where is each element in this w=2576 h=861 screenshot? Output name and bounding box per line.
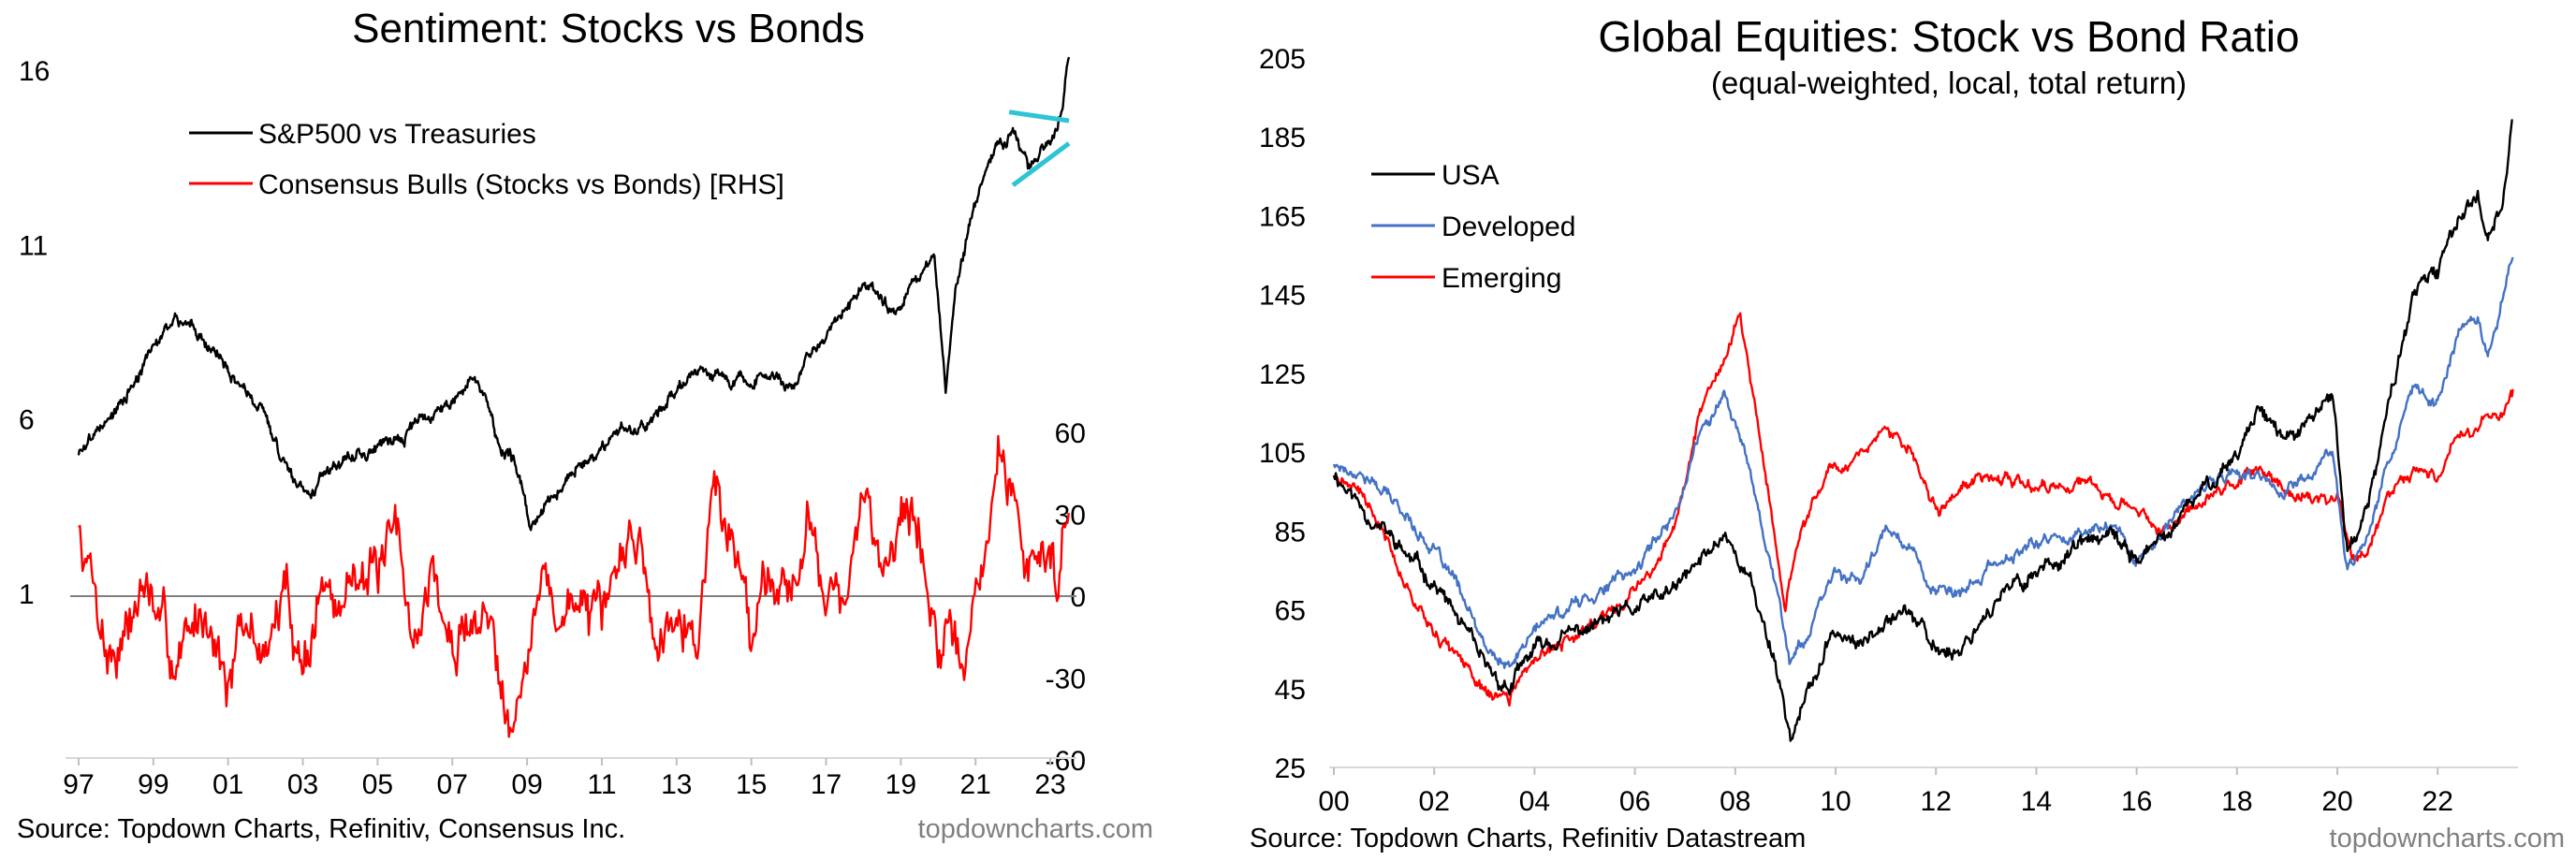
x-axis-tick-label: 22 [2422, 786, 2453, 817]
lower-trendline [1011, 141, 1071, 187]
chart-global-equities: Global Equities: Stock vs Bond Ratio (eq… [1250, 12, 2565, 854]
site-text: topdowncharts.com [918, 814, 1153, 844]
x-axis-tick-label: 03 [287, 769, 318, 800]
x-axis-tick-label: 04 [1519, 786, 1550, 817]
x-axis-tick-label: 10 [1820, 786, 1851, 817]
y-axis-tick-label: 145 [1259, 281, 1306, 312]
y-axis-tick-label: 105 [1259, 438, 1306, 469]
chart-title: Sentiment: Stocks vs Bonds [352, 6, 865, 51]
y-axis-ticks: 25 45 65 85 105 125 145 165 185 205 [1259, 44, 1306, 784]
left-axis-tick-label: 11 [19, 230, 48, 261]
x-axis-tick-label: 00 [1318, 786, 1349, 817]
legend-label-sp500: S&P500 vs Treasuries [258, 119, 536, 150]
x-axis-tick-label: 20 [2321, 786, 2352, 817]
x-axis-tick-label: 05 [362, 769, 393, 800]
site-text: topdowncharts.com [2330, 824, 2565, 854]
x-axis-ticks: 00 02 04 06 08 10 12 14 16 18 20 22 [1318, 767, 2453, 817]
x-axis-tick-label: 11 [587, 769, 616, 800]
x-axis-tick-label: 23 [1034, 769, 1065, 800]
series-line-developed [1332, 256, 2514, 669]
x-axis-tick-label: 19 [886, 769, 916, 800]
legend-label-developed: Developed [1442, 212, 1575, 242]
left-axis-tick-label: 16 [19, 56, 50, 87]
x-axis-tick-label: 15 [736, 769, 767, 800]
upper-trendline [1008, 109, 1070, 124]
y-axis-tick-label: 165 [1259, 201, 1306, 232]
x-axis-tick-label: 16 [2121, 786, 2152, 817]
y-axis-tick-label: 205 [1259, 44, 1306, 75]
left-axis-tick-label: 6 [19, 405, 35, 436]
left-axis-tick-label: 1 [19, 579, 35, 610]
x-axis-tick-label: 08 [1720, 786, 1750, 817]
series-group [77, 56, 1071, 738]
x-axis-ticks: 97 99 01 03 05 07 09 11 13 15 17 19 21 23 [63, 758, 1066, 800]
series-line-sp500-vs-treasuries [77, 56, 1071, 532]
x-axis-tick-label: 02 [1419, 786, 1450, 817]
x-axis-tick-label: 14 [2021, 786, 2052, 817]
right-axis-ticks: -60 -30 0 30 60 [1046, 418, 1086, 777]
y-axis-tick-label: 125 [1259, 359, 1306, 390]
y-axis-tick-label: 185 [1259, 123, 1306, 153]
x-axis-tick-label: 21 [960, 769, 991, 800]
x-axis-tick-label: 06 [1619, 786, 1650, 817]
legend: S&P500 vs Treasuries Consensus Bulls (St… [189, 119, 784, 200]
y-axis-tick-label: 85 [1275, 517, 1306, 547]
y-axis-tick-label: 25 [1275, 753, 1306, 784]
right-axis-tick-label: -60 [1046, 746, 1086, 777]
legend-label-bulls: Consensus Bulls (Stocks vs Bonds) [RHS] [258, 169, 784, 200]
legend-label-usa: USA [1442, 160, 1500, 191]
x-axis-tick-label: 13 [661, 769, 692, 800]
series-group [1332, 119, 2514, 742]
source-text: Source: Topdown Charts, Refinitiv Datast… [1250, 824, 1806, 854]
series-line-usa [1332, 119, 2513, 742]
x-axis-tick-label: 12 [1921, 786, 1952, 817]
legend: USA Developed Emerging [1371, 160, 1575, 294]
series-line-emerging [1333, 312, 2514, 708]
source-text: Source: Topdown Charts, Refinitiv, Conse… [17, 814, 625, 844]
right-axis-tick-label: 0 [1070, 582, 1086, 613]
chart-title: Global Equities: Stock vs Bond Ratio [1598, 12, 2299, 61]
series-line-consensus-bulls [78, 434, 1070, 738]
x-axis-tick-label: 09 [511, 769, 542, 800]
y-axis-tick-label: 65 [1275, 596, 1306, 627]
right-axis-tick-label: -30 [1046, 664, 1086, 695]
x-axis-tick-label: 01 [212, 769, 243, 800]
x-axis-tick-label: 99 [138, 769, 168, 800]
x-axis-tick-label: 97 [63, 769, 94, 800]
y-axis-tick-label: 45 [1275, 675, 1306, 706]
triangle-annotation [1008, 109, 1071, 187]
chart-subtitle: (equal-weighted, local, total return) [1711, 66, 2187, 100]
right-axis-tick-label: 30 [1055, 501, 1086, 532]
x-axis-tick-label: 17 [811, 769, 842, 800]
right-axis-tick-label: 60 [1055, 418, 1086, 449]
x-axis-tick-label: 07 [437, 769, 468, 800]
legend-label-emerging: Emerging [1442, 263, 1561, 294]
x-axis-tick-label: 18 [2221, 786, 2252, 817]
